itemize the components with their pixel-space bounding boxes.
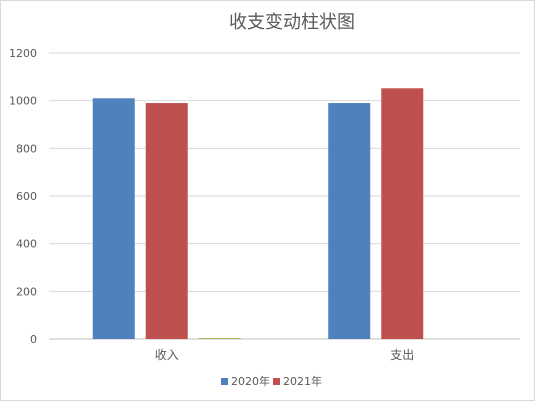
legend-swatch (273, 378, 280, 385)
bar-2021年-收入 (145, 103, 188, 339)
x-category-label: 支出 (390, 348, 414, 362)
y-tick-label: 600 (16, 190, 37, 203)
y-tick-label: 800 (16, 142, 37, 155)
legend-label: 2021年 (283, 374, 322, 388)
legend-label: 2020年 (231, 374, 270, 388)
y-tick-label: 1000 (9, 95, 37, 108)
x-axis-labels: 收入 支出 (155, 348, 415, 362)
bars (92, 88, 424, 340)
y-tick-label: 400 (16, 238, 37, 251)
legend-swatch (221, 378, 228, 385)
legend: 2020年 2021年 (221, 374, 322, 388)
y-tick-label: 200 (16, 285, 37, 298)
y-tick-label: 0 (30, 333, 37, 346)
bar-2021年-支出 (381, 88, 424, 339)
y-tick-label: 1200 (9, 47, 37, 60)
chart-title: 收支变动柱状图 (229, 12, 355, 33)
bar-2020年-收入 (92, 98, 135, 340)
bar-2020年-支出 (328, 103, 371, 339)
y-axis-ticks: 0 200 400 600 800 1000 1200 (9, 47, 37, 346)
bar-series-3-收入 (198, 338, 241, 339)
x-category-label: 收入 (155, 348, 179, 362)
